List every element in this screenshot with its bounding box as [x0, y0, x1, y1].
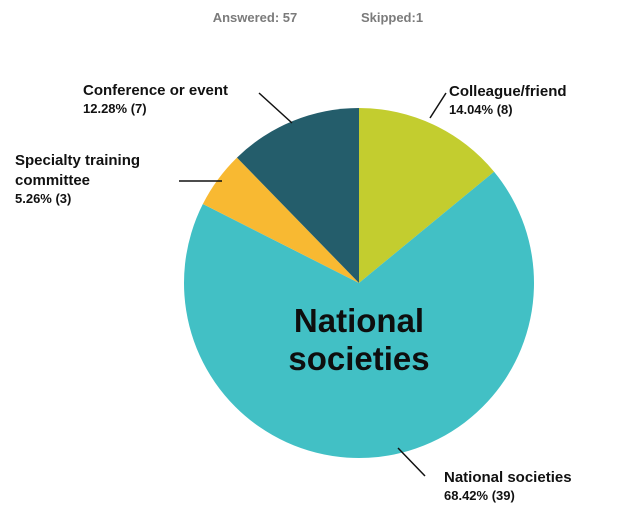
leader-lines — [179, 92, 447, 477]
leader-line-colleague-friend — [429, 92, 447, 119]
slice-label-conference-or-event: Conference or event — [83, 82, 228, 99]
slice-labels: Colleague/friend 14.04% (8) National socie… — [15, 82, 572, 503]
slice-value-national-societies: 68.42% (39) — [444, 488, 515, 503]
center-label-line-1: National — [294, 302, 424, 339]
leader-line-conference-or-event — [258, 92, 293, 124]
leader-line-national-societies — [397, 447, 426, 477]
center-label-line-2: societies — [288, 340, 429, 377]
pie-slice-specialty-training-committee — [202, 157, 359, 283]
pie-slice-national-societies — [184, 171, 534, 458]
slice-value-conference-or-event: 12.28% (7) — [83, 101, 147, 116]
skipped-count: Skipped:1 — [361, 10, 423, 25]
slice-label-specialty-training-committee-line-1: Specialty training — [15, 152, 140, 169]
pie-slice-conference-or-event — [236, 108, 359, 283]
slice-label-national-societies: National societies — [444, 469, 572, 486]
slice-value-colleague-friend: 14.04% (8) — [449, 102, 513, 117]
pie-slice-colleague-friend — [359, 108, 495, 283]
answered-count: Answered: 57 — [213, 10, 298, 25]
slice-label-colleague-friend: Colleague/friend — [449, 83, 567, 100]
slice-label-specialty-training-committee-line-2: committee — [15, 172, 90, 189]
slice-value-specialty-training-committee: 5.26% (3) — [15, 191, 71, 206]
pie-slices — [184, 108, 534, 458]
